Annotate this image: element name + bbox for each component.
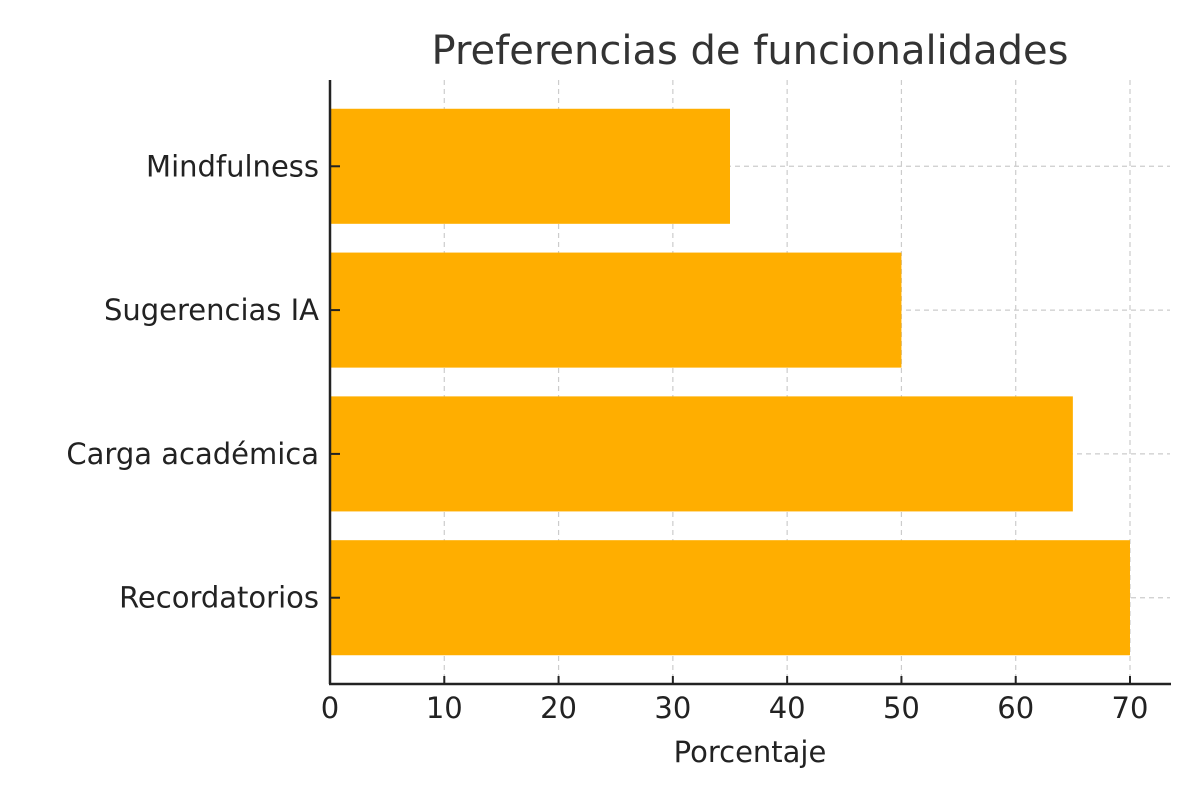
x-tick-label: 70 <box>1112 691 1149 725</box>
x-tick-label: 10 <box>426 691 463 725</box>
x-tick-label: 60 <box>997 691 1034 725</box>
y-tick-label: Recordatorios <box>119 581 319 615</box>
x-axis-label: Porcentaje <box>674 735 827 769</box>
y-tick-label: Mindfulness <box>146 149 319 183</box>
x-tick-label: 20 <box>540 691 577 725</box>
bar <box>330 252 902 368</box>
x-tick-label: 50 <box>883 691 920 725</box>
chart-title: Preferencias de funcionalidades <box>432 28 1069 74</box>
y-ticks: Recordatorios Carga académica Sugerencias … <box>66 149 340 615</box>
axes <box>328 80 1171 686</box>
bars <box>330 108 1130 656</box>
x-tick-label: 0 <box>321 691 339 725</box>
x-tick-label: 30 <box>654 691 691 725</box>
bar <box>330 540 1130 656</box>
bar <box>330 396 1073 512</box>
y-tick-label: Sugerencias IA <box>104 293 319 327</box>
bar <box>330 108 730 224</box>
x-tick-label: 40 <box>769 691 806 725</box>
y-tick-label: Carga académica <box>66 437 319 471</box>
x-ticks: 0 10 20 30 40 50 60 70 <box>321 676 1149 725</box>
